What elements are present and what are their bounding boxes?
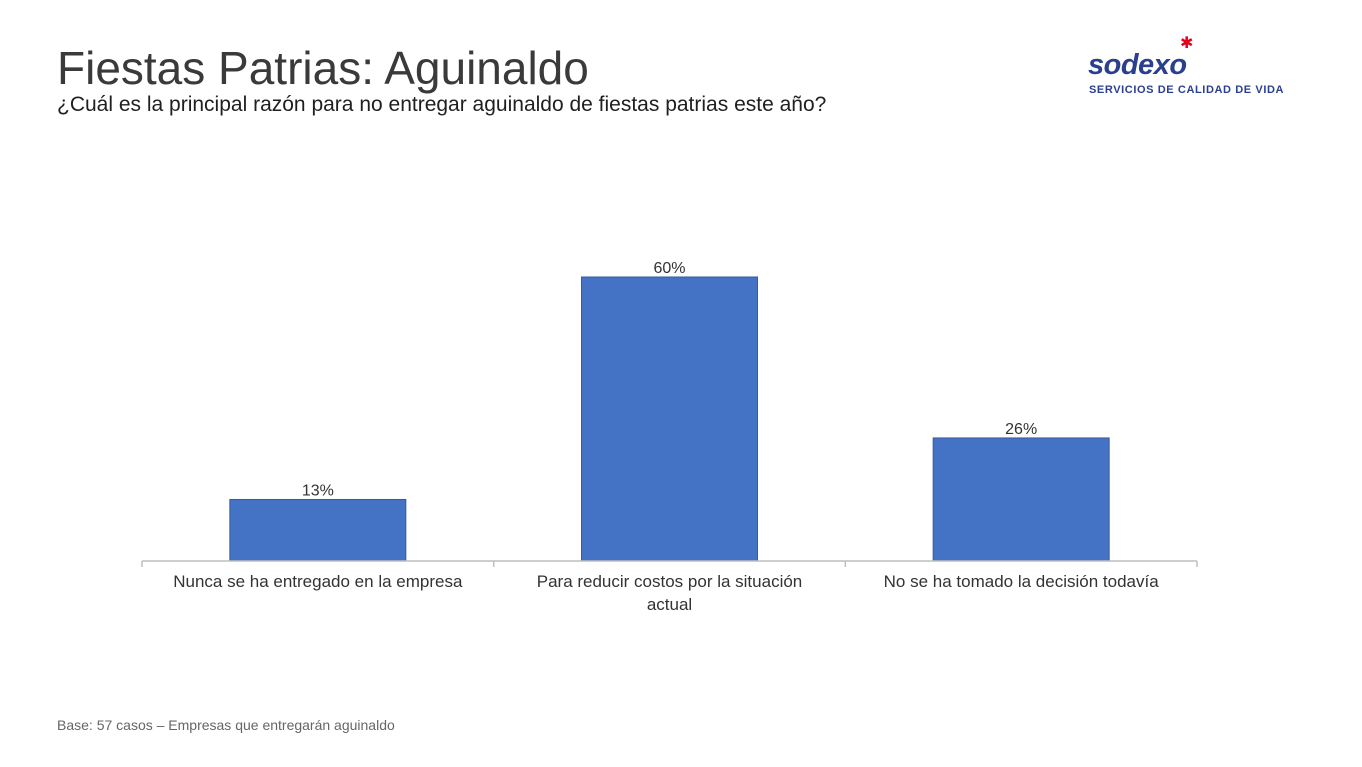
logo-tagline: SERVICIOS DE CALIDAD DE VIDA	[1089, 84, 1285, 96]
data-label: 26%	[1005, 421, 1037, 438]
category-label: actual	[647, 595, 692, 614]
bar	[581, 276, 758, 562]
page-subtitle: ¿Cuál es la principal razón para no entr…	[57, 93, 827, 116]
category-label: Nunca se ha entregado en la empresa	[173, 572, 463, 591]
data-label: 60%	[653, 260, 685, 277]
sodexo-logo: sodexo ✱ SERVICIOS DE CALIDAD DE VIDA	[1088, 36, 1288, 102]
category-label: Para reducir costos por la situación	[537, 572, 803, 591]
footnote: Base: 57 casos – Empresas que entregarán…	[57, 717, 395, 733]
logo-wordmark: sodexo	[1088, 49, 1187, 81]
bar	[932, 437, 1110, 562]
page-title: Fiestas Patrias: Aguinaldo	[57, 42, 589, 94]
category-label: No se ha tomado la decisión todavía	[884, 572, 1160, 591]
bar	[229, 498, 407, 562]
star-icon: ✱	[1180, 35, 1194, 52]
data-label: 13%	[302, 482, 334, 499]
